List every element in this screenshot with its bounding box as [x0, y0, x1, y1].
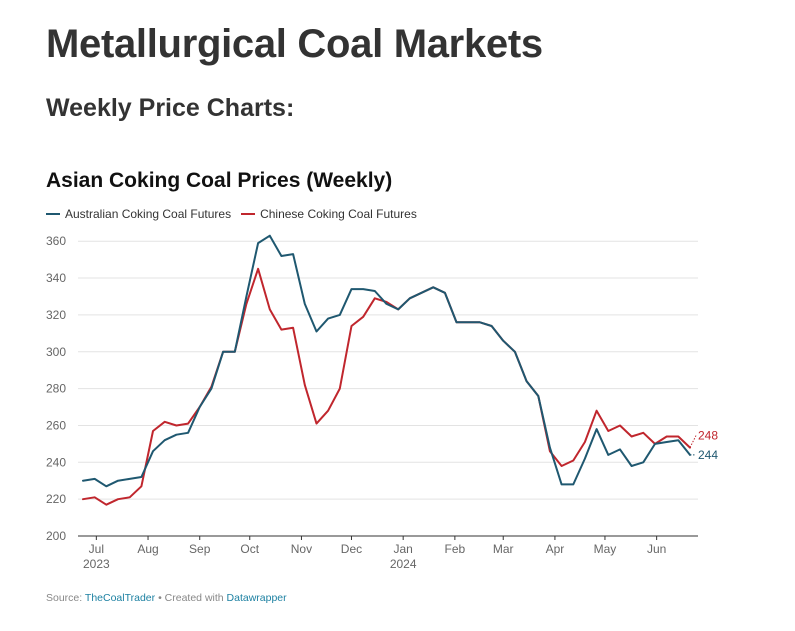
y-tick-label: 300 [46, 345, 66, 359]
x-tick-label: Jun [647, 542, 666, 556]
y-tick-label: 240 [46, 455, 66, 469]
x-tick-label: Feb [445, 542, 466, 556]
legend-item-chinese: Chinese Coking Coal Futures [241, 207, 417, 221]
y-tick-label: 200 [46, 529, 66, 543]
y-tick-label: 260 [46, 418, 66, 432]
x-tick-label: Oct [240, 542, 259, 556]
y-tick-label: 320 [46, 308, 66, 322]
x-tick-label: Dec [341, 542, 362, 556]
x-tick-label: Nov [291, 542, 312, 556]
x-tick-label: Sep [189, 542, 211, 556]
series-line-chinese [82, 267, 691, 506]
end-value-label-australian: 244 [698, 448, 718, 462]
series-line-australian [82, 234, 691, 488]
footer-source-label: Source: [46, 592, 85, 604]
x-tick-label: May [594, 542, 617, 556]
y-tick-label: 280 [46, 382, 66, 396]
x-tick-year-label: 2023 [83, 557, 110, 571]
end-value-label-chinese: 248 [698, 429, 718, 443]
end-label-connector [689, 435, 697, 448]
x-tick-label: Apr [546, 542, 565, 556]
legend-swatch-australian [46, 213, 60, 215]
chart-legend: Australian Coking Coal Futures Chinese C… [46, 207, 427, 221]
y-tick-label: 340 [46, 271, 66, 285]
datawrapper-link[interactable]: Datawrapper [226, 592, 287, 604]
x-tick-label: Aug [137, 542, 158, 556]
section-title: Weekly Price Charts: [46, 94, 295, 122]
chart-title: Asian Coking Coal Prices (Weekly) [46, 169, 393, 192]
chart-footer: Source: TheCoalTrader • Created with Dat… [46, 592, 287, 604]
page-title: Metallurgical Coal Markets [46, 22, 543, 66]
x-tick-label: Jul [89, 542, 104, 556]
y-tick-label: 360 [46, 234, 66, 248]
y-tick-label: 220 [46, 492, 66, 506]
legend-item-australian: Australian Coking Coal Futures [46, 207, 231, 221]
x-tick-label: Mar [493, 542, 514, 556]
x-tick-label: Jan [393, 542, 412, 556]
source-link[interactable]: TheCoalTrader [84, 592, 156, 604]
x-tick-year-label: 2024 [390, 557, 417, 571]
footer-separator: • Created with [155, 592, 227, 604]
legend-swatch-chinese [241, 213, 256, 215]
legend-label-chinese: Chinese Coking Coal Futures [260, 207, 417, 221]
legend-label-australian: Australian Coking Coal Futures [65, 207, 232, 221]
